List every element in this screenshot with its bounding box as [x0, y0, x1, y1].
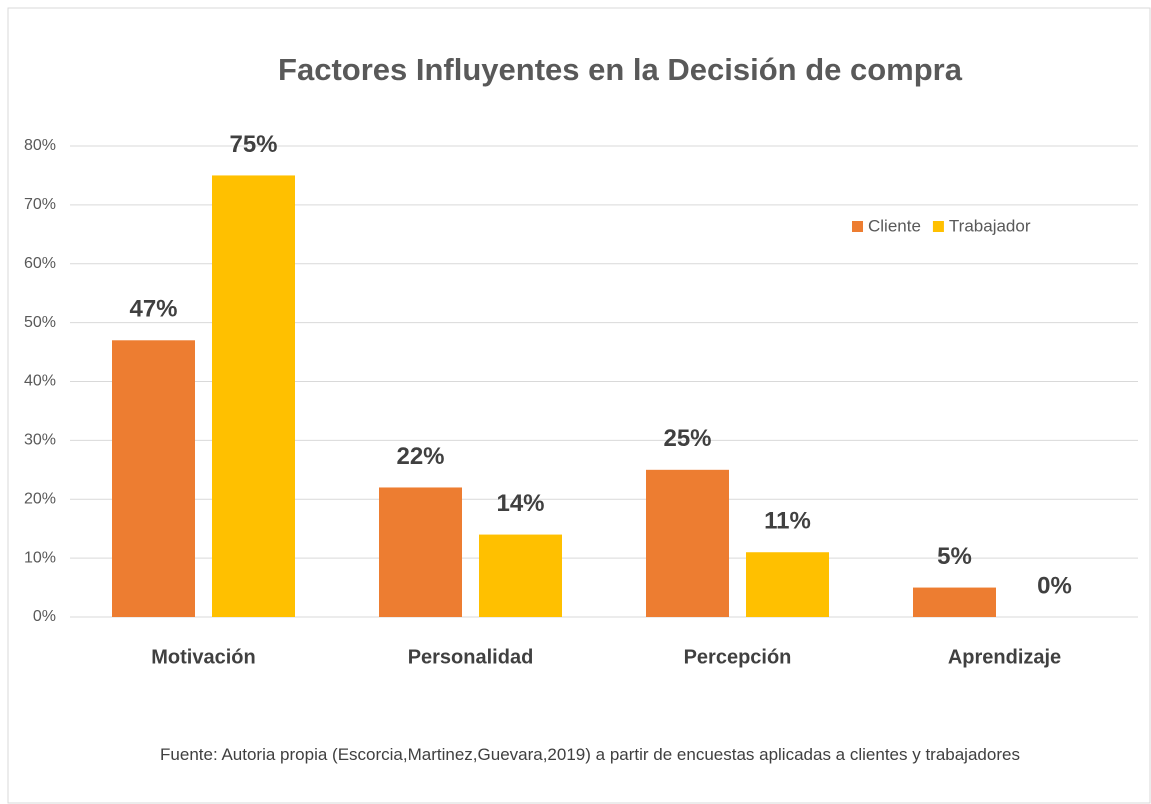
data-label: 25%	[663, 425, 711, 452]
data-label: 5%	[937, 543, 972, 570]
y-tick-label: 20%	[24, 490, 56, 507]
y-tick-label: 60%	[24, 255, 56, 272]
bar	[746, 552, 829, 617]
x-tick-label: Percepción	[684, 646, 792, 668]
data-label: 47%	[129, 296, 177, 323]
data-label: 0%	[1037, 572, 1072, 599]
y-tick-label: 0%	[33, 608, 56, 625]
legend-label: Cliente	[868, 216, 921, 235]
x-tick-label: Aprendizaje	[948, 646, 1061, 668]
chart-border	[7, 7, 1151, 804]
bar	[112, 340, 195, 617]
x-tick-label: Personalidad	[408, 646, 534, 668]
y-tick-label: 70%	[24, 196, 56, 213]
data-label: 14%	[496, 490, 544, 517]
legend-label: Trabajador	[949, 216, 1031, 235]
legend-swatch	[932, 221, 944, 232]
source-note: Fuente: Autoria propia (Escorcia,Martine…	[160, 745, 1020, 764]
bar	[379, 487, 462, 617]
y-tick-label: 40%	[24, 373, 56, 390]
y-tick-label: 30%	[24, 432, 56, 449]
y-tick-label: 50%	[24, 314, 56, 331]
legend-swatch	[852, 221, 863, 232]
data-label: 22%	[396, 443, 444, 470]
bar	[646, 469, 729, 617]
bar	[479, 534, 562, 617]
y-tick-label: 10%	[24, 549, 56, 566]
data-label: 75%	[229, 131, 277, 158]
bar	[212, 175, 295, 617]
chart-title: Factores Influyentes en la Decisión de c…	[278, 52, 963, 87]
bar	[913, 587, 996, 617]
x-tick-label: Motivación	[151, 646, 255, 668]
data-label: 11%	[764, 508, 811, 535]
y-tick-label: 80%	[24, 137, 56, 154]
